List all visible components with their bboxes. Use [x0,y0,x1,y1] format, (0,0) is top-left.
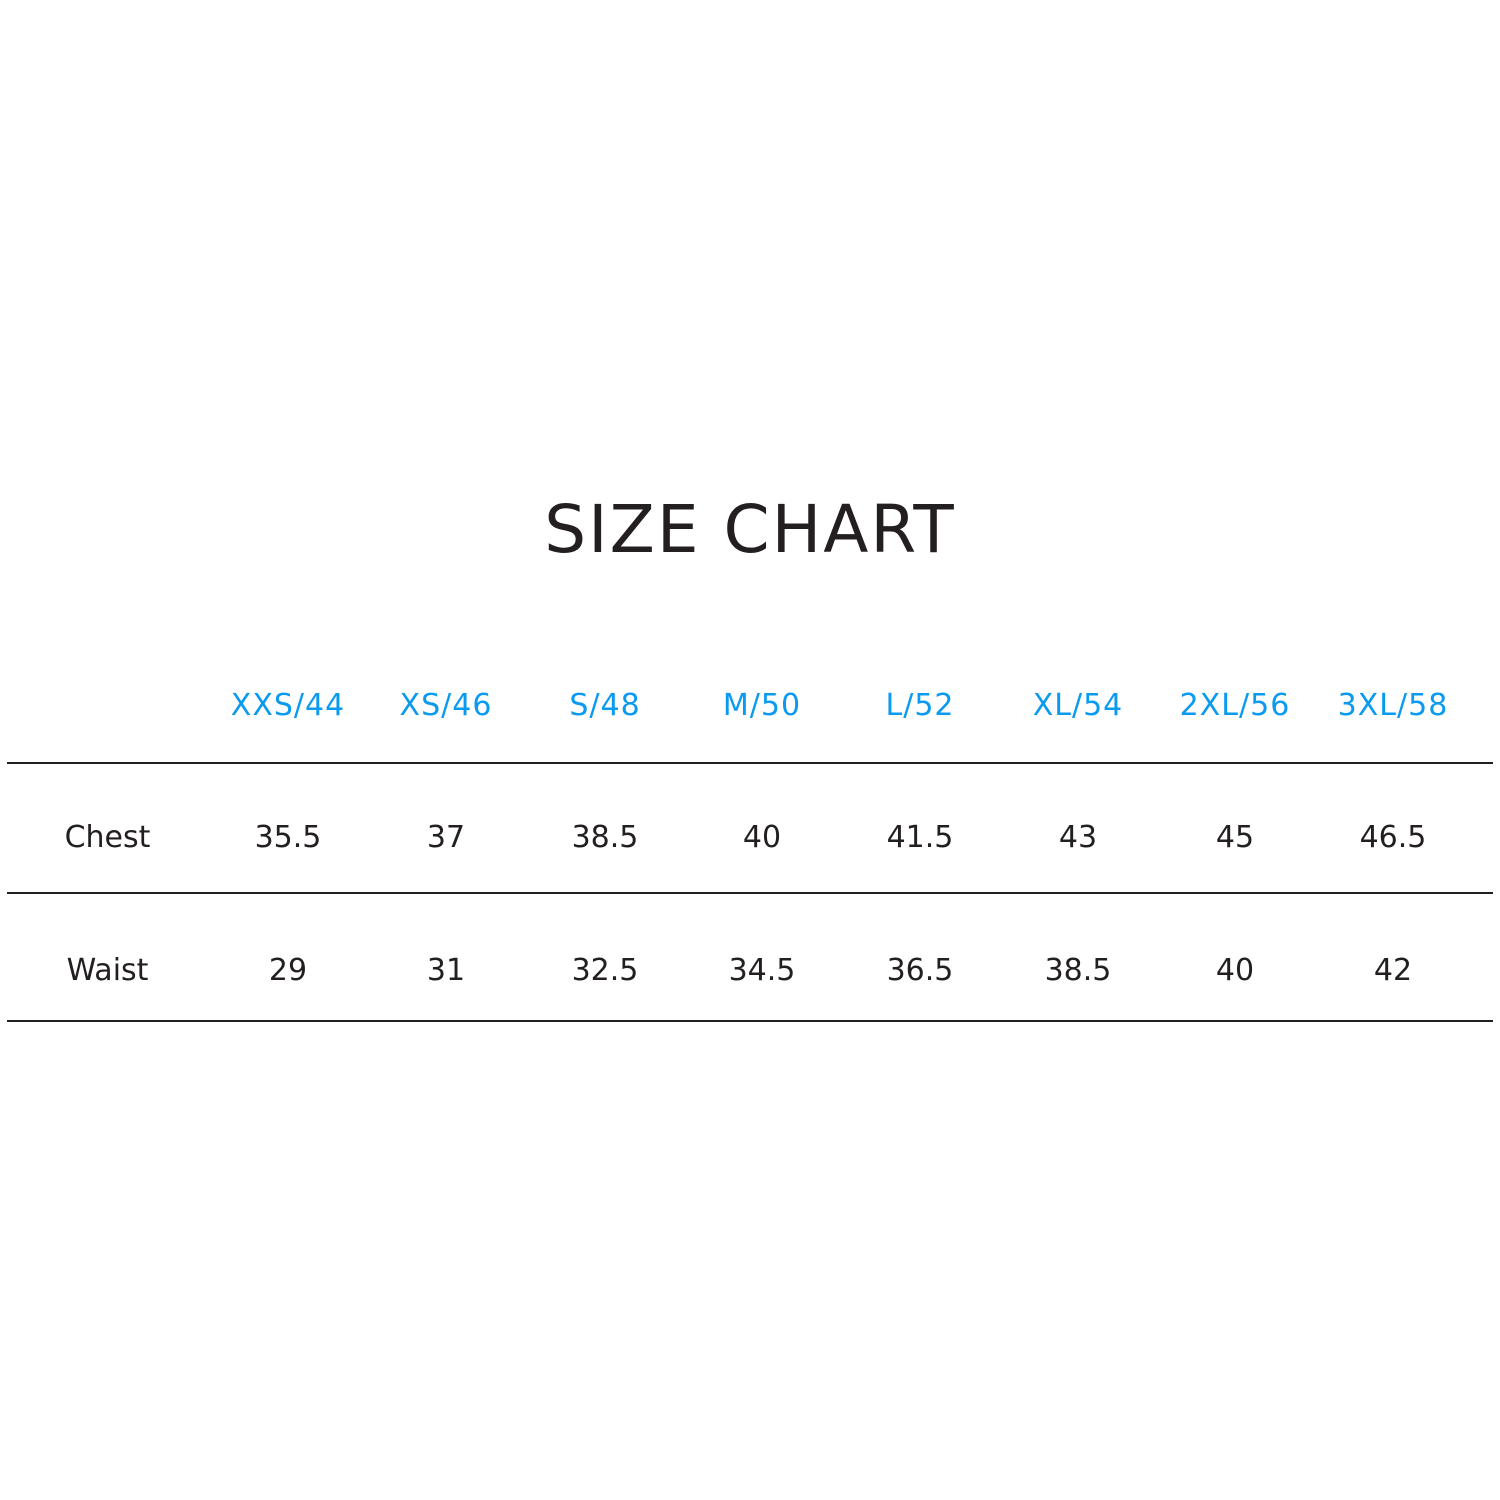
table-cell: 32.5 [571,953,639,988]
table-cell: 42 [1373,953,1413,988]
divider [7,892,1493,894]
table-cell: 45 [1215,820,1255,855]
table-cell: 40 [742,820,782,855]
divider [7,762,1493,764]
table-cell: 36.5 [886,953,954,988]
row-label-waist: Waist [66,953,149,988]
table-cell: 34.5 [728,953,796,988]
page-title: SIZE CHART [544,491,956,568]
column-header: XS/46 [399,688,493,723]
table-cell: 43 [1058,820,1098,855]
table-cell: 38.5 [571,820,639,855]
table-cell: 35.5 [254,820,322,855]
table-cell: 46.5 [1359,820,1427,855]
column-header: XXS/44 [230,688,346,723]
divider [7,1020,1493,1022]
row-label-chest: Chest [64,820,151,855]
table-cell: 38.5 [1044,953,1112,988]
column-header: M/50 [722,688,802,723]
column-header: XL/54 [1032,688,1124,723]
column-header: S/48 [569,688,641,723]
table-cell: 31 [426,953,466,988]
table-cell: 41.5 [886,820,954,855]
table-cell: 40 [1215,953,1255,988]
column-header: L/52 [885,688,955,723]
table-cell: 37 [426,820,466,855]
column-header: 2XL/56 [1179,688,1291,723]
table-cell: 29 [268,953,308,988]
column-header: 3XL/58 [1337,688,1449,723]
